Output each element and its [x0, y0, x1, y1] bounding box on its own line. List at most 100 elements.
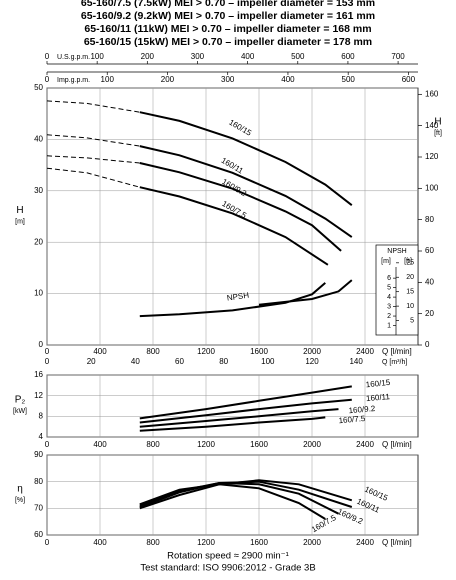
secondary-tick-label: 60: [175, 357, 184, 366]
secondary-tick-label: 600: [341, 52, 355, 61]
series-label: 160/11: [366, 392, 391, 403]
secondary-tick-label: 0: [45, 75, 50, 84]
secondary-axis-label: Imp.g.p.m.: [57, 77, 90, 84]
curve: [139, 145, 353, 238]
curve: [46, 167, 140, 188]
curve: [139, 111, 353, 206]
secondary-tick-label: 120: [305, 357, 319, 366]
npsh-curve-label: NPSH: [226, 291, 249, 303]
curve: [139, 162, 342, 252]
npsh-tick-label: 5: [387, 284, 391, 291]
npsh-tick-label: 10: [406, 303, 414, 310]
secondary-tick-label: 300: [221, 75, 235, 84]
y2-tick-label: 60: [425, 246, 434, 255]
curve: [139, 398, 352, 424]
secondary-tick-label: 200: [161, 75, 175, 84]
y-axis-unit: [%]: [15, 497, 25, 504]
secondary-tick-label: 300: [191, 52, 205, 61]
curve: [46, 100, 140, 113]
npsh-tick-label: 25: [406, 260, 414, 267]
y2-axis-label: H: [434, 117, 441, 128]
secondary-tick-label: 500: [291, 52, 305, 61]
y-tick-label: 80: [34, 477, 43, 486]
header-line: 65-160/15 (15kW) MEI > 0.70 – impeller d…: [84, 36, 372, 48]
y2-tick-label: 20: [425, 309, 434, 318]
y2-tick-label: 120: [425, 152, 439, 161]
x-tick-label: 0: [45, 538, 50, 547]
y2-axis-unit: [ft]: [434, 130, 442, 137]
secondary-tick-label: 40: [131, 357, 140, 366]
y-tick-label: 4: [39, 432, 44, 441]
secondary-tick-label: 20: [87, 357, 96, 366]
curve: [139, 408, 339, 428]
x-axis-label: Q [l/min]: [382, 538, 412, 547]
x-tick-label: 1600: [250, 538, 268, 547]
secondary-tick-label: 600: [402, 75, 416, 84]
y2-tick-label: 80: [425, 215, 434, 224]
x-tick-label: 2000: [303, 440, 321, 449]
curve: [139, 282, 326, 318]
secondary-tick-label: 100: [101, 75, 115, 84]
plot-area: [46, 87, 419, 346]
y2-tick-label: 160: [425, 89, 439, 98]
x-tick-label: 2400: [356, 538, 374, 547]
curve: [139, 481, 339, 515]
header-line: 65-160/9.2 (9.2kW) MEI > 0.70 – impeller…: [81, 10, 375, 22]
x-tick-label: 0: [45, 440, 50, 449]
x-tick-label: 2000: [303, 538, 321, 547]
x-axis-label: Q [l/min]: [382, 347, 412, 356]
y-axis-label: η: [17, 484, 23, 495]
y-axis-unit: [kW]: [13, 408, 27, 415]
y-axis-label: H: [16, 205, 23, 216]
footer-line: Rotation speed ≈ 2900 min⁻¹: [167, 551, 289, 562]
npsh-tick-label: 6: [387, 275, 391, 282]
curve: [258, 279, 353, 306]
series-label: 160/7.5: [338, 414, 366, 425]
y-tick-label: 50: [34, 83, 43, 92]
y-axis-label: P₂: [15, 395, 26, 406]
npsh-box: [375, 244, 419, 336]
x-tick-label: 0: [45, 347, 50, 356]
npsh-unit2: [ft]: [404, 258, 412, 265]
x-tick-label: 2400: [356, 347, 374, 356]
y-tick-label: 10: [34, 289, 43, 298]
x-tick-label: 1600: [250, 347, 268, 356]
x-tick-label: 1200: [197, 347, 215, 356]
secondary-tick-label: 700: [391, 52, 405, 61]
secondary-tick-label: 80: [219, 357, 228, 366]
y2-tick-label: 0: [425, 340, 430, 349]
x-tick-label: 1200: [197, 440, 215, 449]
x-tick-label: 800: [146, 347, 160, 356]
curve: [46, 155, 140, 164]
secondary-tick-label: 0: [45, 357, 50, 366]
secondary-axis-label: Q [m³/h]: [382, 359, 407, 366]
npsh-tick-label: 5: [410, 317, 414, 324]
y-tick-label: 90: [34, 450, 43, 459]
secondary-tick-label: 100: [261, 357, 275, 366]
y-tick-label: 30: [34, 186, 43, 195]
x-tick-label: 1600: [250, 440, 268, 449]
x-axis-label: Q [l/min]: [382, 440, 412, 449]
x-tick-label: 2000: [303, 347, 321, 356]
plot-area: [46, 374, 419, 438]
x-tick-label: 400: [93, 538, 107, 547]
footer-line: Test standard: ISO 9906:2012 - Grade 3B: [140, 563, 315, 574]
curve: [139, 480, 353, 508]
npsh-tick-label: 2: [387, 313, 391, 320]
y-tick-label: 8: [39, 411, 44, 420]
y-tick-label: 20: [34, 237, 43, 246]
curve: [139, 186, 329, 266]
header-line: 65-160/11 (11kW) MEI > 0.70 – impeller d…: [84, 23, 371, 35]
x-tick-label: 800: [146, 440, 160, 449]
y-tick-label: 0: [39, 340, 44, 349]
y-tick-label: 40: [34, 135, 43, 144]
y-tick-label: 12: [34, 391, 43, 400]
y2-tick-label: 140: [425, 121, 439, 130]
npsh-tick-label: 4: [387, 294, 391, 301]
npsh-tick-label: 15: [406, 289, 414, 296]
y-axis-unit: [m]: [15, 218, 25, 225]
npsh-tick-label: 3: [387, 303, 391, 310]
header-line: 65-160/7.5 (7.5kW) MEI > 0.70 – impeller…: [81, 0, 375, 9]
secondary-tick-label: 140: [349, 357, 363, 366]
